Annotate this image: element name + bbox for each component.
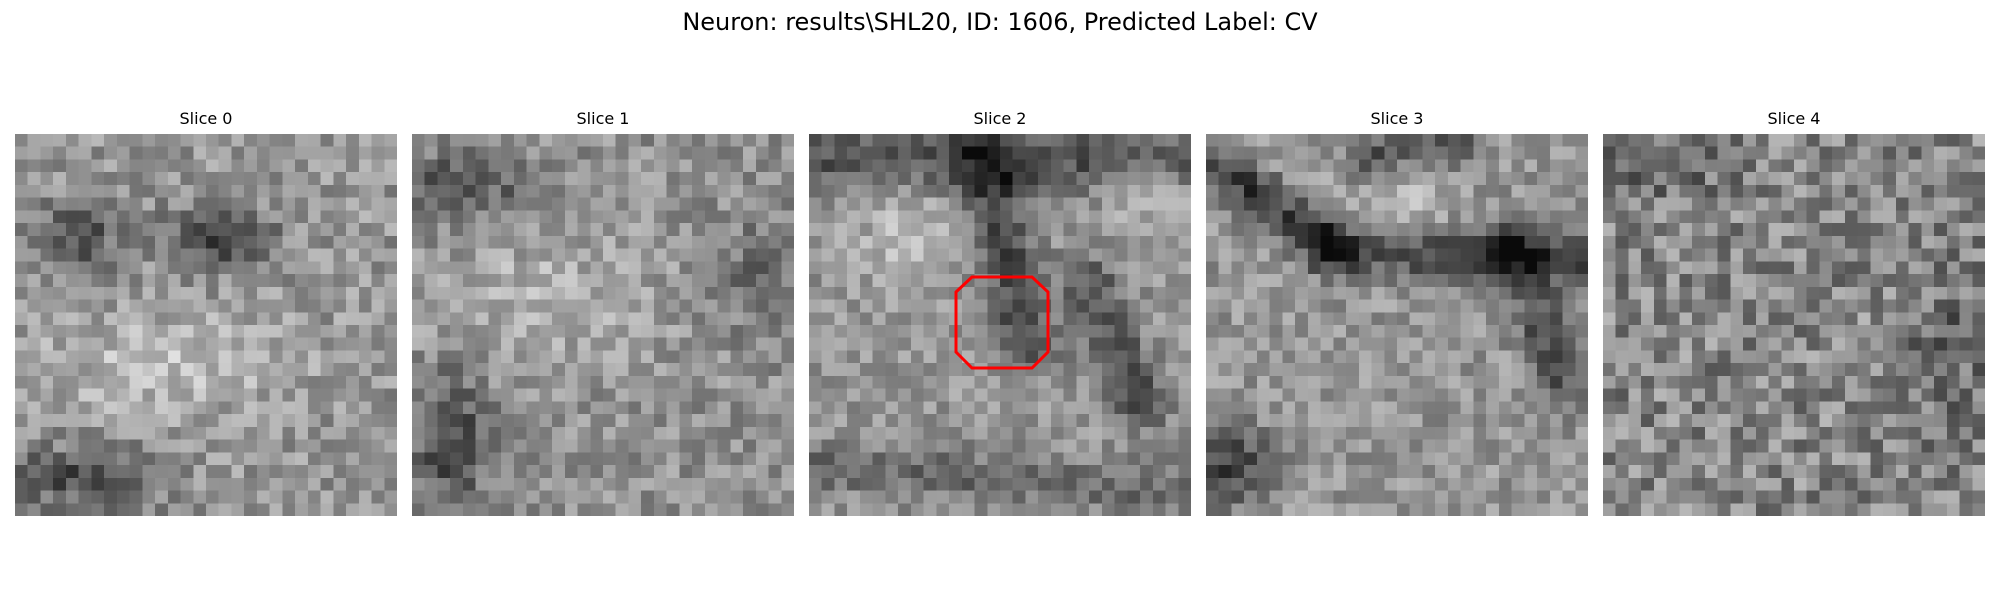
slice-title: Slice 0 (179, 109, 233, 128)
slice-panel-0: Slice 0 (15, 106, 397, 516)
slice-title: Slice 1 (576, 109, 630, 128)
figure-title: Neuron: results\SHL20, ID: 1606, Predict… (682, 8, 1318, 36)
slice-panel-4: Slice 4 (1603, 106, 1985, 516)
slice-title: Slice 3 (1370, 109, 1424, 128)
slice-panel-1: Slice 1 (412, 106, 794, 516)
slice-panel-3: Slice 3 (1206, 106, 1588, 516)
slice-image (1603, 134, 1985, 516)
slice-panel-2: Slice 2 (809, 106, 1191, 516)
slice-title: Slice 4 (1767, 109, 1821, 128)
slice-image (412, 134, 794, 516)
slice-title: Slice 2 (973, 109, 1027, 128)
slice-image (809, 134, 1191, 516)
slice-image (1206, 134, 1588, 516)
slice-image (15, 134, 397, 516)
